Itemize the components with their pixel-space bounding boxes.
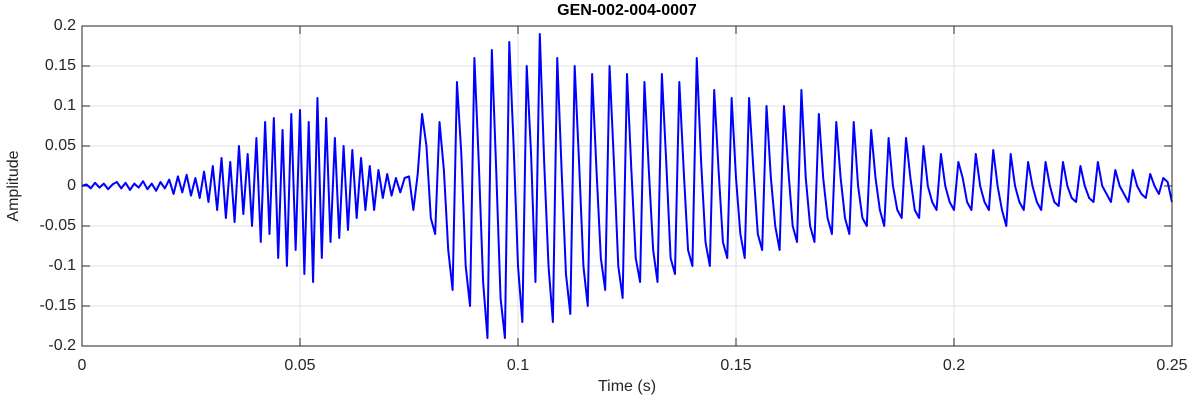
y-tick-label: 0.2 xyxy=(54,17,76,34)
y-tick-label: -0.15 xyxy=(40,297,77,314)
y-tick-label: 0.1 xyxy=(54,97,76,114)
x-axis-label: Time (s) xyxy=(598,378,656,395)
y-tick-label: 0.05 xyxy=(45,137,76,154)
waveform-line xyxy=(81,33,1173,339)
y-tick-label: -0.1 xyxy=(48,257,76,274)
y-tick-label: 0 xyxy=(67,177,76,194)
x-tick-label: 0.05 xyxy=(284,357,315,374)
x-tick-label: 0.1 xyxy=(507,357,529,374)
x-tick-label: 0.2 xyxy=(943,357,965,374)
plot-frame xyxy=(81,25,1173,347)
x-tick-label: 0.15 xyxy=(720,357,751,374)
x-tick-label: 0.25 xyxy=(1156,357,1187,374)
x-tick-label: 0 xyxy=(78,357,87,374)
y-tick-label: -0.05 xyxy=(40,217,77,234)
y-tick-label: 0.15 xyxy=(45,57,76,74)
y-tick-label: -0.2 xyxy=(48,337,76,354)
y-axis-label: Amplitude xyxy=(5,150,22,221)
chart-title: GEN-002-004-0007 xyxy=(557,2,697,19)
